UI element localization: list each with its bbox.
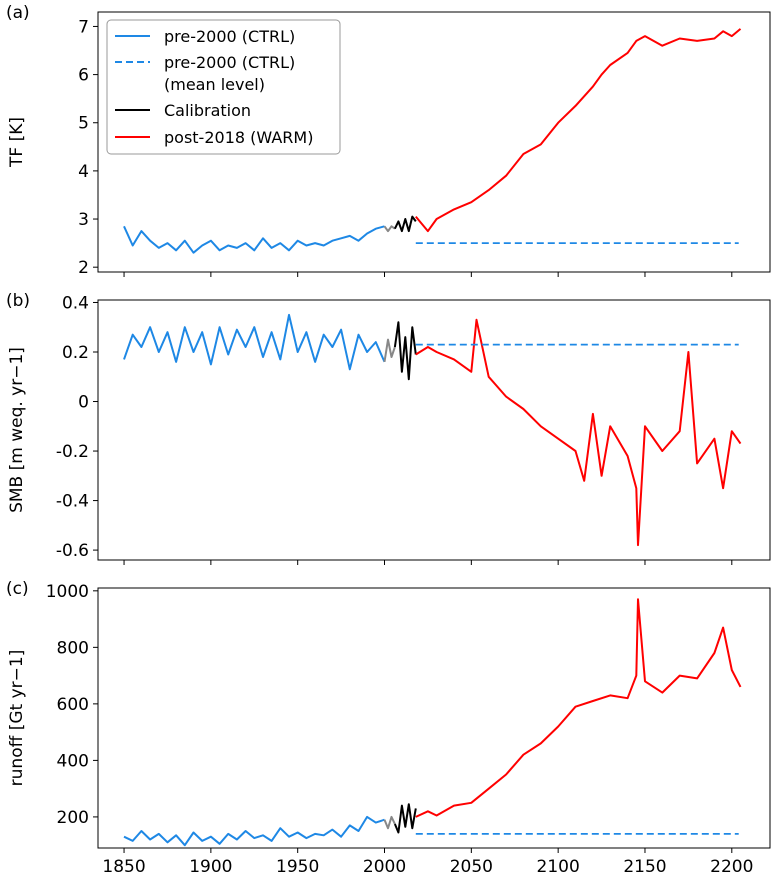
panel-b-ytick-label: 0.4 bbox=[62, 293, 89, 313]
panel-c-series-pre-2000-ctrl bbox=[123, 815, 385, 847]
panel-c-ylabel: runoff [Gt yr−1] bbox=[7, 650, 27, 787]
panel-a-series-transition bbox=[383, 225, 396, 233]
panel-c-xtick-label: 1950 bbox=[276, 857, 319, 874]
legend-label: pre-2000 (CTRL) bbox=[164, 27, 295, 46]
legend-label: pre-2000 (CTRL) bbox=[164, 53, 295, 72]
panel-c-xtick-label: 2050 bbox=[450, 857, 493, 874]
panel-a-axes-frame bbox=[97, 11, 771, 273]
panel-b-ytick-label: -0.6 bbox=[56, 541, 89, 561]
panel-b: -0.6 -0.4 -0.2 0 0.2 0.4 (b) SMB [m weq. yr−1] bbox=[6, 291, 771, 565]
panel-c-xtick-label: 1900 bbox=[189, 857, 232, 874]
panel-b-series-pre-2000-ctrl bbox=[123, 313, 386, 371]
panel-a-label: (a) bbox=[6, 3, 30, 23]
panel-c-xtick-label: 1850 bbox=[102, 857, 145, 874]
legend: pre-2000 (CTRL) pre-2000 (CTRL) (mean leve… bbox=[106, 19, 341, 155]
panel-b-series-transition bbox=[383, 338, 396, 363]
legend-label: post-2018 (WARM) bbox=[164, 128, 313, 147]
panel-c-series-post-2018-warm bbox=[415, 598, 742, 818]
panel-b-ytick-label: -0.2 bbox=[56, 442, 89, 462]
panel-b-series-post-2018-warm bbox=[415, 318, 742, 547]
panel-a-ylabel: TF [K] bbox=[7, 117, 27, 168]
panel-c-xtick-label: 2000 bbox=[363, 857, 406, 874]
panel-c-axes-frame bbox=[97, 587, 771, 849]
panel-a-series-calibration bbox=[393, 215, 417, 233]
panel-c-ytick-label: 400 bbox=[57, 751, 89, 771]
legend-label: Calibration bbox=[164, 101, 251, 120]
panel-c-xtick-label: 2200 bbox=[710, 857, 753, 874]
panel-b-label: (b) bbox=[6, 291, 30, 311]
panel-a-series-pre-2000-ctrl bbox=[123, 225, 385, 254]
panel-b-ytick-label: 0 bbox=[78, 393, 89, 413]
panel-c: 200 400 600 800 1000 1850 1900 1950 2000 2050 2100… bbox=[6, 579, 771, 874]
panel-b-ytick-label: 0.2 bbox=[62, 343, 89, 363]
panel-c-series-transition bbox=[383, 815, 396, 830]
panel-c-label: (c) bbox=[6, 579, 29, 599]
panel-b-axes-frame bbox=[97, 299, 771, 561]
panel-a-series-post-2018-warm bbox=[415, 28, 742, 233]
panel-c-ytick-label: 800 bbox=[57, 638, 89, 658]
panel-c-ytick-label: 600 bbox=[57, 695, 89, 715]
panel-c-ytick-label: 1000 bbox=[46, 582, 89, 602]
panel-b-ylabel: SMB [m weq. yr−1] bbox=[7, 347, 27, 513]
panel-a-ytick-label: 6 bbox=[78, 66, 89, 86]
panel-c-ytick-label: 200 bbox=[57, 808, 89, 828]
panel-c-xtick-label: 2150 bbox=[623, 857, 666, 874]
panel-a-ytick-label: 5 bbox=[78, 114, 89, 134]
panel-c-series-calibration bbox=[393, 803, 417, 834]
panel-a-ytick-label: 2 bbox=[78, 258, 89, 278]
panel-a-ytick-label: 7 bbox=[78, 17, 89, 37]
legend-label: (mean level) bbox=[164, 75, 265, 94]
panel-a-ytick-label: 4 bbox=[78, 162, 89, 182]
panel-b-series-calibration bbox=[393, 321, 417, 381]
panel-c-xtick-label: 2100 bbox=[537, 857, 580, 874]
panel-b-ytick-label: -0.4 bbox=[56, 492, 89, 512]
panel-a-ytick-label: 3 bbox=[78, 210, 89, 230]
legend-box bbox=[106, 19, 341, 155]
